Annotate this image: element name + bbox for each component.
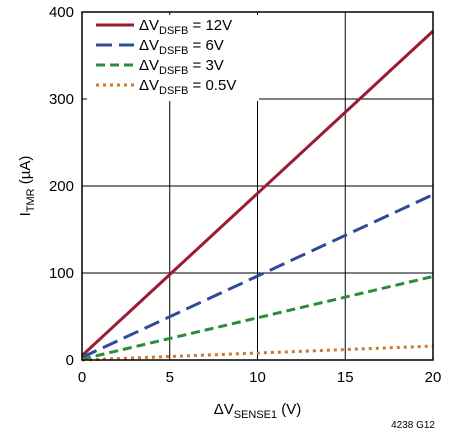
x-axis-title-main: ΔV — [214, 401, 234, 418]
legend-label-4: ΔVDSFB = 0.5V — [139, 77, 236, 97]
series-line-4 — [81, 344, 434, 362]
legend-label-sub: DSFB — [159, 85, 188, 97]
legend-background — [87, 15, 259, 101]
plot-frame — [81, 11, 434, 361]
legend-label-tail: = 3V — [188, 57, 223, 74]
y-tick-label: 300 — [49, 91, 74, 108]
x-tick-label: 15 — [337, 369, 354, 386]
series-line-2 — [81, 193, 434, 359]
y-axis-title-unit: (µA) — [17, 156, 34, 189]
legend-label-main: ΔV — [139, 57, 159, 74]
y-tick-label: 400 — [49, 4, 74, 21]
legend-label-tail: = 6V — [188, 37, 223, 54]
x-axis-title-unit: (V) — [277, 401, 301, 418]
x-tick-label: 5 — [166, 369, 174, 386]
legend-label-main: ΔV — [139, 77, 159, 94]
legend-label-tail: = 0.5V — [188, 77, 236, 94]
x-tick-labels: 0 5 10 15 20 — [78, 369, 442, 386]
legend-label-1: ΔVDSFB = 12V — [139, 17, 232, 37]
y-tick-label: 0 — [66, 352, 74, 369]
legend-label-3: ΔVDSFB = 3V — [139, 57, 224, 77]
x-axis-title: ΔVSENSE1 (V) — [214, 401, 302, 421]
x-tick-label: 20 — [425, 369, 442, 386]
legend-label-main: ΔV — [139, 37, 159, 54]
y-axis-title-sub: TMR — [25, 188, 37, 212]
legend-label-sub: DSFB — [159, 65, 188, 77]
y-tick-label: 100 — [49, 265, 74, 282]
legend-label-sub: DSFB — [159, 45, 188, 57]
y-axis-title: ITMR (µA) — [17, 156, 37, 217]
y-axis-title-main: I — [17, 212, 34, 216]
y-tick-labels: 0 100 200 300 400 — [49, 4, 74, 369]
series-line-1 — [80, 30, 435, 357]
x-tick-label: 10 — [249, 369, 266, 386]
series-lines — [80, 30, 435, 362]
legend-label-main: ΔV — [139, 17, 159, 34]
y-tick-label: 200 — [49, 178, 74, 195]
x-axis-title-sub: SENSE1 — [234, 409, 277, 421]
x-tick-label: 0 — [78, 369, 86, 386]
legend-label-2: ΔVDSFB = 6V — [139, 37, 224, 57]
figure-note: 4238 G12 — [391, 420, 435, 431]
legend-label-sub: DSFB — [159, 25, 188, 37]
series-line-3 — [81, 275, 434, 361]
legend-label-tail: = 12V — [188, 17, 232, 34]
